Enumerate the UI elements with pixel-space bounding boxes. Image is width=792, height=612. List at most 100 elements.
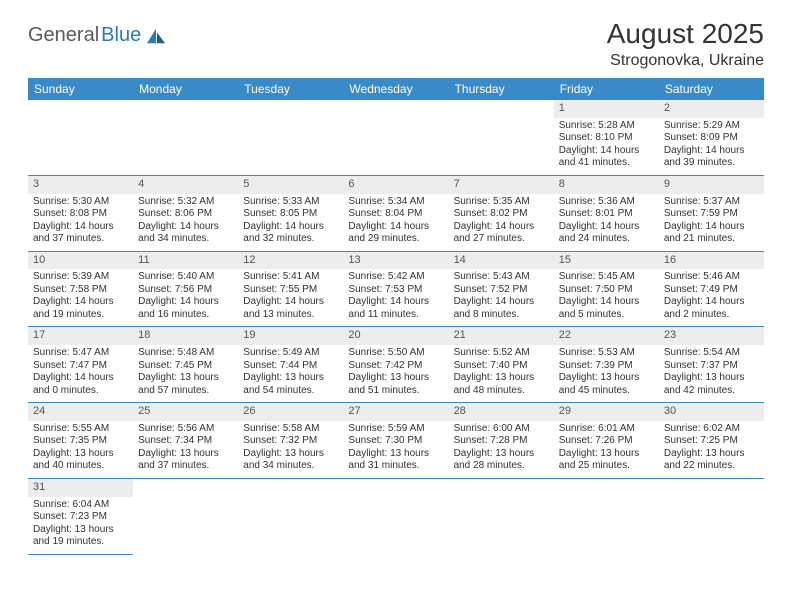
- sunrise-text: Sunrise: 5:32 AM: [138, 196, 233, 209]
- daylight-text: Daylight: 14 hours and 29 minutes.: [348, 221, 443, 246]
- daylight-text: Daylight: 14 hours and 5 minutes.: [559, 296, 654, 321]
- sunrise-text: Sunrise: 5:39 AM: [33, 271, 128, 284]
- calendar-cell: [238, 478, 343, 554]
- calendar-cell: 2Sunrise: 5:29 AMSunset: 8:09 PMDaylight…: [659, 100, 764, 175]
- calendar-cell: 23Sunrise: 5:54 AMSunset: 7:37 PMDayligh…: [659, 327, 764, 403]
- calendar-week-row: 3Sunrise: 5:30 AMSunset: 8:08 PMDaylight…: [28, 175, 764, 251]
- daylight-text: Daylight: 14 hours and 19 minutes.: [33, 296, 128, 321]
- daylight-text: Daylight: 13 hours and 54 minutes.: [243, 372, 338, 397]
- sunrise-text: Sunrise: 6:01 AM: [559, 423, 654, 436]
- sunrise-text: Sunrise: 5:37 AM: [664, 196, 759, 209]
- day-number: 6: [343, 176, 448, 194]
- sunrise-text: Sunrise: 5:53 AM: [559, 347, 654, 360]
- calendar-cell: 20Sunrise: 5:50 AMSunset: 7:42 PMDayligh…: [343, 327, 448, 403]
- sunset-text: Sunset: 7:55 PM: [243, 284, 338, 297]
- sunset-text: Sunset: 7:44 PM: [243, 360, 338, 373]
- day-number: 28: [449, 403, 554, 421]
- sunset-text: Sunset: 7:37 PM: [664, 360, 759, 373]
- sunrise-text: Sunrise: 5:36 AM: [559, 196, 654, 209]
- sunset-text: Sunset: 7:23 PM: [33, 511, 128, 524]
- day-number: 21: [449, 327, 554, 345]
- calendar-cell: 3Sunrise: 5:30 AMSunset: 8:08 PMDaylight…: [28, 175, 133, 251]
- sunrise-text: Sunrise: 5:41 AM: [243, 271, 338, 284]
- day-number: 29: [554, 403, 659, 421]
- sunrise-text: Sunrise: 5:33 AM: [243, 196, 338, 209]
- sunset-text: Sunset: 7:32 PM: [243, 435, 338, 448]
- day-number: 5: [238, 176, 343, 194]
- sunrise-text: Sunrise: 5:50 AM: [348, 347, 443, 360]
- sunset-text: Sunset: 7:49 PM: [664, 284, 759, 297]
- calendar-cell: 21Sunrise: 5:52 AMSunset: 7:40 PMDayligh…: [449, 327, 554, 403]
- calendar-cell: 30Sunrise: 6:02 AMSunset: 7:25 PMDayligh…: [659, 403, 764, 479]
- sunrise-text: Sunrise: 5:49 AM: [243, 347, 338, 360]
- sunrise-text: Sunrise: 5:34 AM: [348, 196, 443, 209]
- day-number: 24: [28, 403, 133, 421]
- calendar-cell: 5Sunrise: 5:33 AMSunset: 8:05 PMDaylight…: [238, 175, 343, 251]
- sunrise-text: Sunrise: 5:42 AM: [348, 271, 443, 284]
- calendar-cell: [659, 478, 764, 554]
- title-block: August 2025 Strogonovka, Ukraine: [607, 18, 764, 70]
- daylight-text: Daylight: 13 hours and 42 minutes.: [664, 372, 759, 397]
- calendar-header-row: SundayMondayTuesdayWednesdayThursdayFrid…: [28, 78, 764, 100]
- calendar-cell: 31Sunrise: 6:04 AMSunset: 7:23 PMDayligh…: [28, 478, 133, 554]
- day-number: 1: [554, 100, 659, 118]
- calendar-cell: 22Sunrise: 5:53 AMSunset: 7:39 PMDayligh…: [554, 327, 659, 403]
- calendar-week-row: 10Sunrise: 5:39 AMSunset: 7:58 PMDayligh…: [28, 251, 764, 327]
- sunset-text: Sunset: 7:59 PM: [664, 208, 759, 221]
- calendar-cell: 4Sunrise: 5:32 AMSunset: 8:06 PMDaylight…: [133, 175, 238, 251]
- calendar-cell: 19Sunrise: 5:49 AMSunset: 7:44 PMDayligh…: [238, 327, 343, 403]
- day-number: 16: [659, 252, 764, 270]
- day-number: 11: [133, 252, 238, 270]
- sunrise-text: Sunrise: 5:28 AM: [559, 120, 654, 133]
- daylight-text: Daylight: 13 hours and 22 minutes.: [664, 448, 759, 473]
- sunrise-text: Sunrise: 5:59 AM: [348, 423, 443, 436]
- sunrise-text: Sunrise: 5:46 AM: [664, 271, 759, 284]
- calendar-cell: 29Sunrise: 6:01 AMSunset: 7:26 PMDayligh…: [554, 403, 659, 479]
- sunrise-text: Sunrise: 5:54 AM: [664, 347, 759, 360]
- daylight-text: Daylight: 14 hours and 39 minutes.: [664, 145, 759, 170]
- calendar-cell: [554, 478, 659, 554]
- day-number: 7: [449, 176, 554, 194]
- sunrise-text: Sunrise: 5:55 AM: [33, 423, 128, 436]
- weekday-header: Monday: [133, 78, 238, 100]
- calendar-cell: 6Sunrise: 5:34 AMSunset: 8:04 PMDaylight…: [343, 175, 448, 251]
- daylight-text: Daylight: 13 hours and 34 minutes.: [243, 448, 338, 473]
- sunrise-text: Sunrise: 5:48 AM: [138, 347, 233, 360]
- calendar-cell: [343, 478, 448, 554]
- calendar-cell: 16Sunrise: 5:46 AMSunset: 7:49 PMDayligh…: [659, 251, 764, 327]
- sunrise-text: Sunrise: 6:00 AM: [454, 423, 549, 436]
- sunset-text: Sunset: 7:50 PM: [559, 284, 654, 297]
- sail-icon: [145, 27, 167, 45]
- sunrise-text: Sunrise: 5:43 AM: [454, 271, 549, 284]
- calendar-cell: 12Sunrise: 5:41 AMSunset: 7:55 PMDayligh…: [238, 251, 343, 327]
- sunset-text: Sunset: 7:52 PM: [454, 284, 549, 297]
- day-number: 3: [28, 176, 133, 194]
- daylight-text: Daylight: 14 hours and 32 minutes.: [243, 221, 338, 246]
- calendar-cell: 26 Sunrise: 5:58 AMSunset: 7:32 PMDayligh…: [238, 403, 343, 479]
- day-number: 9: [659, 176, 764, 194]
- daylight-text: Daylight: 13 hours and 19 minutes.: [33, 524, 128, 549]
- calendar-cell: 27Sunrise: 5:59 AMSunset: 7:30 PMDayligh…: [343, 403, 448, 479]
- sunset-text: Sunset: 8:06 PM: [138, 208, 233, 221]
- sunset-text: Sunset: 7:26 PM: [559, 435, 654, 448]
- sunrise-text: Sunrise: 5:58 AM: [243, 423, 338, 436]
- daylight-text: Daylight: 13 hours and 40 minutes.: [33, 448, 128, 473]
- calendar-cell: [133, 478, 238, 554]
- calendar-cell: 9Sunrise: 5:37 AMSunset: 7:59 PMDaylight…: [659, 175, 764, 251]
- calendar-cell: 28Sunrise: 6:00 AMSunset: 7:28 PMDayligh…: [449, 403, 554, 479]
- day-number: 15: [554, 252, 659, 270]
- calendar-week-row: 24Sunrise: 5:55 AMSunset: 7:35 PMDayligh…: [28, 403, 764, 479]
- calendar-week-row: 31Sunrise: 6:04 AMSunset: 7:23 PMDayligh…: [28, 478, 764, 554]
- calendar-cell: 13Sunrise: 5:42 AMSunset: 7:53 PMDayligh…: [343, 251, 448, 327]
- calendar-cell: 18Sunrise: 5:48 AMSunset: 7:45 PMDayligh…: [133, 327, 238, 403]
- calendar-cell: 24Sunrise: 5:55 AMSunset: 7:35 PMDayligh…: [28, 403, 133, 479]
- daylight-text: Daylight: 14 hours and 16 minutes.: [138, 296, 233, 321]
- sunrise-text: Sunrise: 5:52 AM: [454, 347, 549, 360]
- daylight-text: Daylight: 13 hours and 57 minutes.: [138, 372, 233, 397]
- sunset-text: Sunset: 8:02 PM: [454, 208, 549, 221]
- weekday-header: Friday: [554, 78, 659, 100]
- day-number: 26: [238, 403, 343, 421]
- day-number: 31: [28, 479, 133, 497]
- day-number: 2: [659, 100, 764, 118]
- daylight-text: Daylight: 13 hours and 51 minutes.: [348, 372, 443, 397]
